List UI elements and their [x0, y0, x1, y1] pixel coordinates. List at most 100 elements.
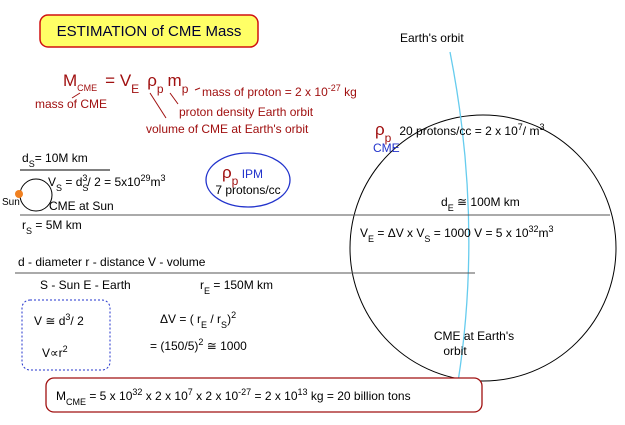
t: CME	[77, 83, 97, 93]
t: 20 protons/cc = 2 x 10	[399, 124, 518, 138]
t: IPM	[238, 167, 263, 181]
volume-of-cme: volume of CME at Earth's orbit	[146, 122, 309, 136]
main-formula: MCME = VE ρp mp	[63, 71, 189, 96]
t: = 10M km	[35, 151, 88, 165]
proton-density: proton density Earth orbit	[179, 105, 314, 119]
earth-orbit-curve	[449, 51, 470, 401]
t: V∝r	[42, 346, 63, 360]
t: 7	[188, 387, 193, 397]
t: V ≅ d	[34, 314, 65, 328]
volume-scaling: V ≅ d3/ 2	[34, 312, 84, 328]
t: M	[56, 389, 66, 403]
t: V	[360, 226, 368, 240]
t: E	[131, 82, 139, 96]
sun-dot	[15, 190, 23, 198]
result-box	[45, 377, 483, 413]
t: = 2 x 10	[251, 389, 298, 403]
earth-density: ρp 20 protons/cc = 2 x 107/ m3	[375, 120, 544, 145]
earth-diameter: dE ≅ 100M km	[441, 195, 520, 213]
t: mass of proton = 2 x 10	[202, 85, 328, 99]
t: 3	[65, 312, 70, 322]
t: 3	[82, 173, 87, 183]
legend-line: S - Sun E - Earth	[40, 278, 131, 292]
t: d	[22, 151, 29, 165]
t: x 2 x 10	[142, 389, 188, 403]
t: x 2 x 10	[193, 389, 239, 403]
cme-at-sun-circle	[19, 178, 53, 212]
t: = 1000 V = 5 x 10	[430, 226, 528, 240]
t: = (150/5)	[150, 339, 198, 353]
t: kg	[341, 85, 357, 99]
t: d	[441, 195, 448, 209]
t: S	[56, 183, 62, 193]
title: ESTIMATION of CME Mass	[57, 23, 242, 40]
t: r	[22, 218, 26, 232]
t: / m	[523, 124, 540, 138]
t: = d	[62, 175, 82, 189]
sun-volume: VS = dS3/ 2 = 5x1029m3	[48, 173, 166, 193]
t: = V	[105, 71, 132, 90]
t: 29	[140, 173, 150, 183]
t: p	[385, 131, 392, 145]
t: ≅ 100M km	[454, 195, 520, 209]
t: 2	[63, 344, 68, 354]
t: E	[204, 286, 210, 296]
earth-orbit-label: Earth's orbit	[400, 31, 464, 45]
t: S	[424, 234, 430, 244]
t: 2	[198, 337, 203, 347]
volume-proportion: V∝r2	[42, 344, 68, 360]
t: V	[48, 175, 56, 189]
sun-label: Sun	[2, 197, 20, 208]
result: MCME = 5 x 1032 x 2 x 107 x 2 x 10-27 = …	[56, 387, 411, 407]
t: 32	[529, 224, 539, 234]
t: )	[227, 312, 231, 326]
ipm-density-value: 7 protons/cc	[215, 183, 280, 197]
legend-line: d - diameter r - distance V - volume	[18, 255, 206, 269]
t: E	[448, 203, 454, 213]
t: / 2 = 5x10	[87, 175, 140, 189]
t: ρ	[375, 120, 385, 139]
t: m	[150, 175, 160, 189]
t: M	[63, 71, 77, 90]
t: 3	[549, 224, 554, 234]
sun-radius: rS = 5M km	[22, 218, 82, 236]
t: m	[168, 71, 182, 90]
scaling-box	[21, 299, 111, 371]
t: -27	[328, 83, 341, 93]
title-box	[39, 14, 259, 48]
t: = ΔV x V	[374, 226, 424, 240]
cme-at-earth: CME at Earth's	[434, 329, 514, 343]
earth-cme: CME	[373, 141, 400, 155]
t: r	[200, 278, 204, 292]
cme-at-sun: CME at Sun	[49, 199, 114, 213]
earth-orbit-cme	[349, 114, 617, 382]
ipm-density: ρp IPM	[222, 163, 263, 188]
delta-v: ΔV = ( rE / rS)2	[160, 310, 236, 330]
cme-at-earth: orbit	[443, 344, 467, 358]
t: / r	[207, 312, 221, 326]
t: / 2	[70, 314, 84, 328]
t: S	[29, 159, 35, 169]
t: 32	[132, 387, 142, 397]
t: CME	[66, 397, 86, 407]
t: E	[201, 320, 207, 330]
t: E	[368, 234, 374, 244]
sun-diameter: dS= 10M km	[22, 151, 88, 169]
t: = 5 x 10	[86, 389, 133, 403]
t: ρ	[147, 71, 157, 90]
t: ΔV = ( r	[160, 312, 201, 326]
t: p	[232, 174, 239, 188]
t: 3	[539, 122, 544, 132]
delta-v-result: = (150/5)2 ≅ 1000	[150, 337, 247, 353]
t: ≅ 1000	[203, 339, 247, 353]
mass-of-cme: mass of CME	[35, 97, 107, 111]
pointer-lines	[71, 87, 201, 119]
mass-of-proton: mass of proton = 2 x 10-27 kg	[202, 83, 357, 99]
t: p	[157, 82, 164, 96]
t: p	[182, 82, 189, 96]
ipm-ellipse	[205, 152, 291, 208]
t: 7	[518, 122, 523, 132]
t: S	[82, 183, 88, 193]
t: m	[539, 226, 549, 240]
